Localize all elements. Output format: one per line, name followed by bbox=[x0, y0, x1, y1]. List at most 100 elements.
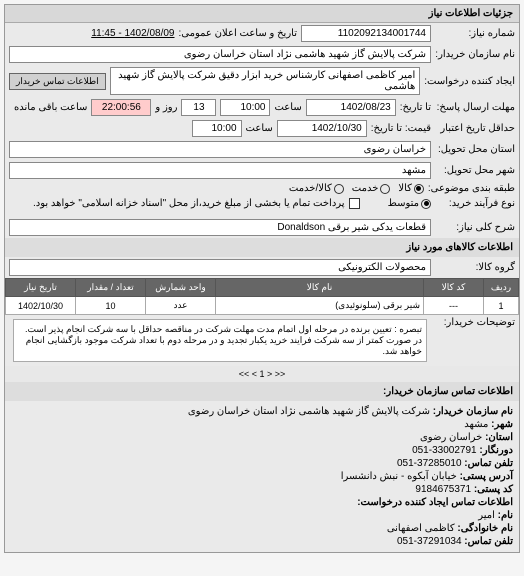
info-postal: کد پستی: 9184675371 bbox=[11, 483, 513, 496]
info-fax: دورنگار: 33002791-051 bbox=[11, 444, 513, 457]
lastname-value: کاظمی اصفهانی bbox=[387, 523, 455, 534]
note-row: توضیحات خریدار: تبصره : تعیین برنده در م… bbox=[5, 315, 519, 366]
city-label: شهر محل تحویل: bbox=[435, 165, 515, 176]
table-row[interactable]: 1 --- شیر برقی (سلونوئیدی) عدد 10 1402/1… bbox=[6, 297, 519, 315]
col-code: کد کالا bbox=[424, 279, 484, 297]
radio-both[interactable]: کالا/خدمت bbox=[289, 183, 344, 194]
city-field: مشهد bbox=[9, 162, 431, 179]
main-panel: جزئیات اطلاعات نیاز شماره نیاز: 11020921… bbox=[4, 4, 520, 553]
days-label: روز و bbox=[155, 102, 177, 113]
address-value: خيابان آبکوه - نبش دانشسرا bbox=[341, 471, 457, 482]
radio-medium-icon bbox=[421, 199, 431, 209]
radio-both-label: کالا/خدمت bbox=[289, 183, 332, 194]
announce-label: تاریخ و ساعت اعلان عمومی: bbox=[179, 28, 298, 39]
name-value: امیر bbox=[478, 510, 495, 521]
col-qty: تعداد / مقدار bbox=[76, 279, 146, 297]
keyword-field: قطعات یدکی شیر برقی Donaldson bbox=[9, 219, 431, 236]
contact-section-title: اطلاعات تماس سازمان خریدار: bbox=[5, 382, 519, 401]
cell-qty: 10 bbox=[76, 297, 146, 315]
info-req-phone: تلفن تماس: 37291034-051 bbox=[11, 535, 513, 548]
name-label: نام: bbox=[498, 510, 513, 521]
info-name: نام: امیر bbox=[11, 509, 513, 522]
checkbox-label: پرداخت تمام یا بخشی از مبلغ خرید،از محل … bbox=[33, 198, 345, 209]
info-org: نام سازمان خریدار: شرکت پالایش گاز شهید … bbox=[11, 405, 513, 418]
col-date: تاریخ نیاز bbox=[6, 279, 76, 297]
radio-goods-icon bbox=[414, 184, 424, 194]
postal-value: 9184675371 bbox=[415, 484, 471, 495]
org-label: نام سازمان خریدار: bbox=[433, 406, 513, 417]
province-row: استان محل تحویل: خراسان رضوی bbox=[5, 139, 519, 160]
radio-service[interactable]: خدمت bbox=[352, 183, 391, 194]
validity-time-field: 10:00 bbox=[192, 120, 242, 137]
lastname-label: نام خانوادگی: bbox=[457, 523, 513, 534]
info-city: شهر: مشهد bbox=[11, 418, 513, 431]
creator-field: امیر کاظمی اصفهانی کارشناس خرید ابزار دق… bbox=[110, 67, 421, 95]
cell-name: شیر برقی (سلونوئیدی) bbox=[216, 297, 424, 315]
goods-group-row: گروه کالا: محصولات الکترونیکی bbox=[5, 257, 519, 278]
col-row: ردیف bbox=[484, 279, 519, 297]
contact-info-button[interactable]: اطلاعات تماس خریدار bbox=[9, 73, 106, 90]
announce-value: 1402/08/09 - 11:45 bbox=[91, 28, 174, 39]
validity-row: حداقل تاریخ اعتبار قیمت: تا تاریخ: 1402/… bbox=[5, 118, 519, 139]
req-phone-value: 37291034-051 bbox=[397, 536, 462, 547]
creator-row: ایجاد کننده درخواست: امیر کاظمی اصفهانی … bbox=[5, 65, 519, 97]
province-label: استان محل تحویل: bbox=[435, 144, 515, 155]
pager[interactable]: << < 1 > >> bbox=[5, 366, 519, 382]
radio-goods-label: کالا bbox=[398, 183, 412, 194]
goods-group-label: گروه کالا: bbox=[435, 262, 515, 273]
buyer-name-field: شرکت پالایش گاز شهید هاشمی نژاد استان خر… bbox=[9, 46, 431, 63]
info-phone: تلفن تماس: 37285010-051 bbox=[11, 457, 513, 470]
days-field: 13 bbox=[181, 99, 216, 116]
info-city-label: شهر: bbox=[491, 419, 513, 430]
panel-title: جزئیات اطلاعات نیاز bbox=[5, 5, 519, 23]
remaining-label: ساعت باقی مانده bbox=[14, 102, 87, 113]
radio-goods[interactable]: کالا bbox=[398, 183, 424, 194]
goods-group-field: محصولات الکترونیکی bbox=[9, 259, 431, 276]
note-text: تبصره : تعیین برنده در مرحله اول اتمام م… bbox=[13, 319, 427, 362]
goods-section-title: اطلاعات کالاهای مورد نیاز bbox=[5, 238, 519, 257]
fax-value: 33002791-051 bbox=[412, 445, 477, 456]
radio-both-icon bbox=[334, 184, 344, 194]
from-time-label: ساعت bbox=[274, 102, 301, 113]
from-time-field: 10:00 bbox=[220, 99, 270, 116]
keyword-label: شرح کلی نیاز: bbox=[435, 222, 515, 233]
req-phone-label: تلفن تماس: bbox=[464, 536, 513, 547]
response-deadline-label: مهلت ارسال پاسخ: bbox=[435, 102, 515, 113]
subject-category-row: طبقه بندی موضوعی: کالا خدمت کالا/خدمت bbox=[5, 181, 519, 196]
radio-medium-label: متوسط bbox=[388, 198, 419, 209]
creator-label: ایجاد کننده درخواست: bbox=[424, 76, 515, 87]
buyer-name-label: نام سازمان خریدار: bbox=[435, 49, 515, 60]
cell-code: --- bbox=[424, 297, 484, 315]
validity-time-label: ساعت bbox=[246, 123, 273, 134]
keyword-row: شرح کلی نیاز: قطعات یدکی شیر برقی Donald… bbox=[5, 217, 519, 238]
req-contact-title-text: اطلاعات تماس ایجاد کننده درخواست: bbox=[357, 497, 513, 508]
province-field: خراسان رضوی bbox=[9, 141, 431, 158]
subject-radio-group: کالا خدمت کالا/خدمت bbox=[289, 183, 424, 194]
org-value: شرکت پالایش گاز شهید هاشمی نژاد استان خر… bbox=[188, 406, 430, 417]
subject-label: طبقه بندی موضوعی: bbox=[428, 183, 515, 194]
note-label: توضیحات خریدار: bbox=[435, 317, 515, 328]
validity-to-label: قیمت: تا تاریخ: bbox=[371, 123, 431, 134]
radio-service-icon bbox=[380, 184, 390, 194]
validity-date-field: 1402/10/30 bbox=[277, 120, 367, 137]
from-date-field: 1402/08/23 bbox=[306, 99, 396, 116]
deadline-row: مهلت ارسال پاسخ: تا تاریخ: 1402/08/23 سا… bbox=[5, 97, 519, 118]
city-row: شهر محل تحویل: مشهد bbox=[5, 160, 519, 181]
buyer-name-row: نام سازمان خریدار: شرکت پالایش گاز شهید … bbox=[5, 44, 519, 65]
process-type-row: نوع فرآیند خرید: متوسط پرداخت تمام یا بخ… bbox=[5, 196, 519, 211]
phone-value: 37285010-051 bbox=[397, 458, 462, 469]
info-province: استان: خراسان رضوی bbox=[11, 431, 513, 444]
goods-table: ردیف کد کالا نام کالا واحد شمارش تعداد /… bbox=[5, 278, 519, 315]
cell-row: 1 bbox=[484, 297, 519, 315]
info-province-label: استان: bbox=[485, 432, 513, 443]
cell-unit: عدد bbox=[146, 297, 216, 315]
radio-service-label: خدمت bbox=[352, 183, 379, 194]
col-unit: واحد شمارش bbox=[146, 279, 216, 297]
treasury-checkbox[interactable] bbox=[349, 198, 360, 209]
remaining-time-field: 22:00:56 bbox=[91, 99, 151, 116]
info-lastname: نام خانوادگی: کاظمی اصفهانی bbox=[11, 522, 513, 535]
radio-medium[interactable]: متوسط bbox=[388, 198, 431, 209]
from-date-label: تا تاریخ: bbox=[400, 102, 431, 113]
address-label: آدرس پستی: bbox=[460, 471, 513, 482]
contact-info-section: نام سازمان خریدار: شرکت پالایش گاز شهید … bbox=[5, 401, 519, 552]
